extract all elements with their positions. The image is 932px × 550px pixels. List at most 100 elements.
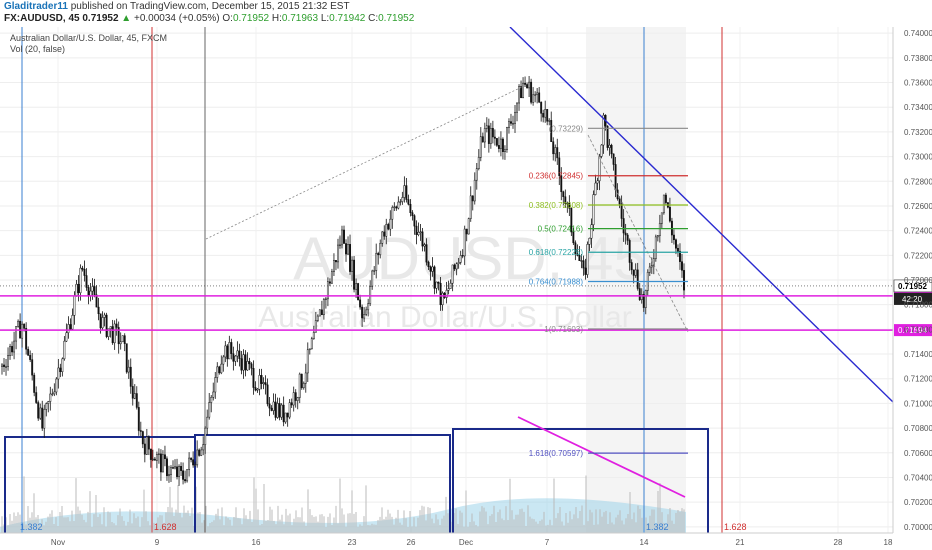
candle-body	[377, 253, 380, 256]
x-tick-label: 14	[640, 538, 649, 547]
candle-body	[210, 396, 213, 403]
candle-body	[574, 242, 577, 254]
candle-body	[306, 349, 309, 374]
candle-body	[188, 457, 191, 470]
candle-body	[91, 286, 94, 292]
candle-body	[512, 123, 514, 125]
candle-body	[677, 248, 679, 252]
candle-body	[570, 208, 573, 233]
candle-body	[417, 232, 420, 235]
candle-body	[399, 201, 402, 203]
candle-body	[141, 431, 144, 445]
price-axis[interactable]: 0.74000 0.73800 0.73600 0.73400 0.73200 0.730…	[892, 27, 932, 533]
candle-body	[123, 335, 126, 344]
candlesticks	[1, 76, 685, 486]
price-chart[interactable]: AUDUSD, 45 Australian Dollar/U.S. Dollar…	[0, 27, 932, 550]
candle-body	[308, 348, 311, 351]
candle-body	[668, 206, 671, 222]
candle-body	[379, 243, 382, 256]
candle-body	[556, 147, 559, 159]
candle-body	[284, 412, 287, 423]
candle-body	[137, 407, 140, 431]
candle-body	[664, 194, 667, 203]
box-drawings	[4, 428, 709, 533]
cycle-label: 1.382	[646, 522, 669, 532]
candle-body	[143, 443, 146, 455]
y-tick-label: 0.73200	[904, 128, 932, 137]
candle-body	[524, 82, 527, 85]
last-price-tag	[893, 279, 932, 293]
close-value: 0.71952	[378, 13, 415, 24]
y-tick-label: 0.73600	[904, 79, 932, 88]
fib-label: 0.5(0.72416)	[538, 225, 584, 234]
candle-body	[662, 194, 665, 214]
candle-body	[514, 111, 516, 124]
candle-body	[220, 363, 223, 374]
candle-body	[349, 244, 351, 272]
candle-body	[31, 359, 34, 376]
candle-body	[324, 298, 327, 300]
candle-body	[288, 402, 291, 418]
fib-label: 0.618(0.72225)	[529, 248, 584, 257]
candle-body	[147, 436, 150, 450]
dotted-trendline	[205, 84, 527, 240]
candle-body	[580, 260, 583, 262]
candle-body	[433, 266, 436, 289]
candle-body	[248, 361, 251, 365]
last-price: 0.71952	[82, 13, 119, 24]
candle-body	[184, 479, 187, 482]
y-tick-label: 0.70000	[904, 523, 932, 532]
candle-body	[634, 269, 637, 276]
candle-body	[328, 281, 331, 284]
candle-body	[224, 345, 227, 358]
candle-body	[149, 448, 152, 460]
candle-body	[264, 382, 267, 386]
candle-body	[453, 264, 456, 270]
candle-body	[516, 102, 518, 113]
candle-body	[109, 326, 112, 330]
candle-body	[620, 203, 623, 219]
candle-body	[429, 266, 432, 272]
candle-body	[437, 281, 440, 284]
candle-body	[278, 403, 281, 418]
symbol-label: FX:AUDUSD, 45	[4, 13, 80, 24]
candle-body	[395, 206, 398, 209]
candle-body	[133, 393, 136, 399]
candle-body	[151, 458, 154, 461]
candle-body	[439, 282, 442, 306]
candle-body	[5, 366, 7, 368]
fib-label: (0.73229)	[549, 124, 584, 133]
candle-body	[672, 234, 675, 241]
candle-body	[534, 94, 537, 96]
candle-body	[455, 263, 458, 270]
candle-body	[648, 266, 651, 273]
candle-body	[636, 269, 639, 289]
candle-body	[361, 306, 364, 319]
candle-body	[9, 346, 11, 356]
y-tick-label: 0.70200	[904, 498, 932, 507]
x-tick-label: 16	[252, 538, 261, 547]
candle-body	[250, 363, 253, 369]
candle-body	[218, 366, 221, 374]
candle-body	[335, 260, 337, 263]
candle-body	[632, 269, 635, 276]
candle-body	[343, 229, 345, 244]
candle-body	[640, 294, 643, 301]
candle-body	[427, 261, 430, 267]
high-label: H:	[271, 13, 282, 24]
candle-body	[596, 180, 599, 184]
candle-body	[381, 231, 384, 244]
countdown-label: 42:20	[902, 295, 923, 304]
candle-body	[347, 244, 349, 255]
candle-body	[451, 264, 454, 284]
candle-body	[471, 195, 474, 202]
time-axis[interactable]: Nov 9 16 23 26 Dec 7 14 21 28 18	[0, 532, 893, 547]
candle-body	[332, 260, 335, 272]
candle-body	[562, 191, 565, 198]
candle-body	[244, 354, 247, 371]
candle-body	[630, 262, 633, 271]
author-link[interactable]: Gladitrader11	[4, 1, 68, 12]
candle-body	[117, 327, 120, 345]
candle-body	[37, 402, 40, 419]
fibonacci-levels: (0.73229) 0.236(0.72845) 0.382(0.72608) 0.5…	[529, 124, 688, 458]
